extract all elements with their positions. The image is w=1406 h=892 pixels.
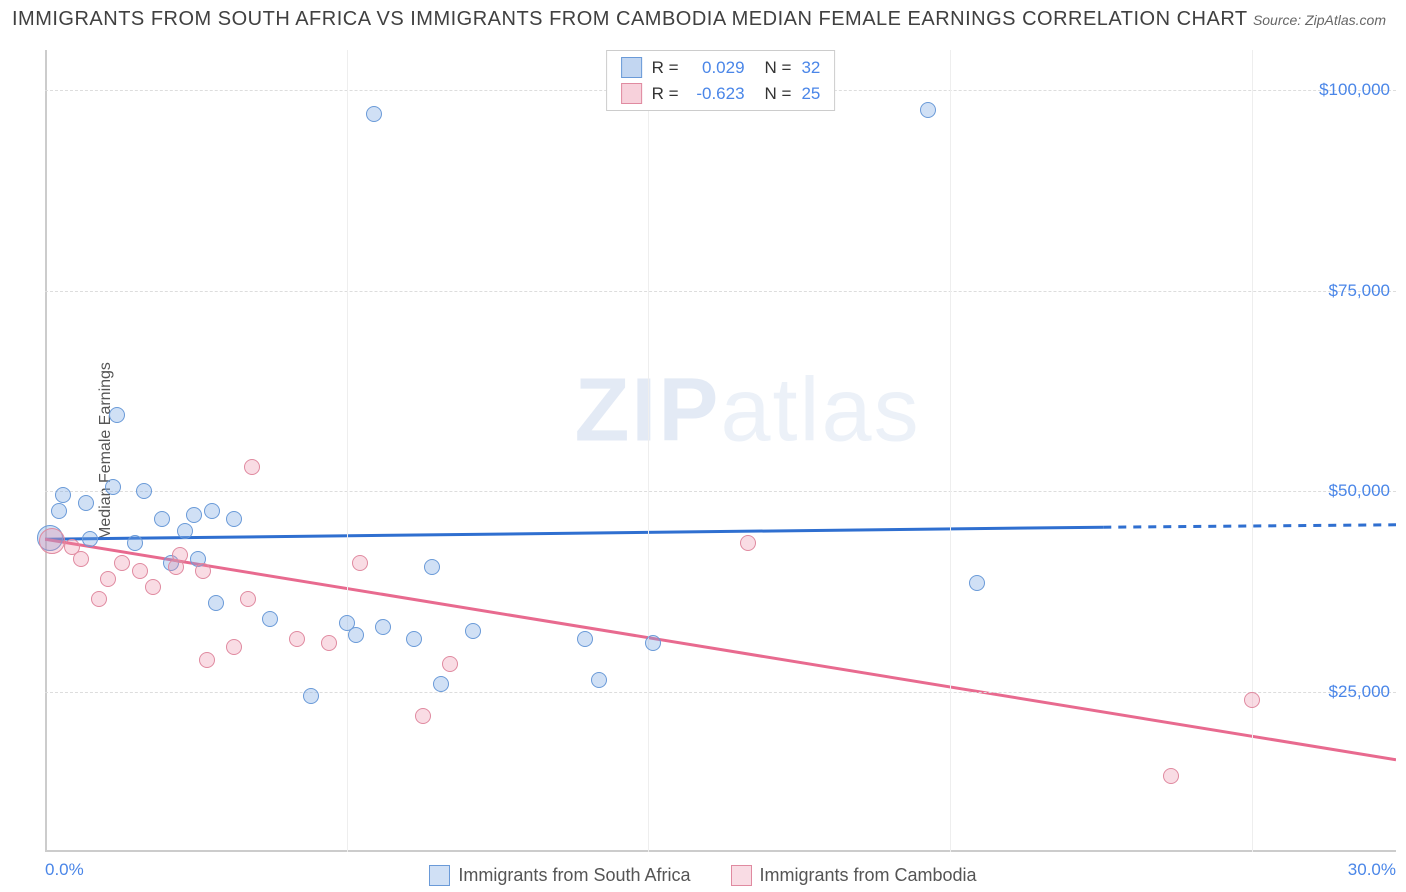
- scatter-point-sa: [920, 102, 936, 118]
- scatter-point-kh: [442, 656, 458, 672]
- y-tick-label: $50,000: [1329, 481, 1390, 501]
- y-tick-label: $25,000: [1329, 682, 1390, 702]
- n-label: N =: [765, 81, 792, 107]
- n-value: 32: [801, 55, 820, 81]
- scatter-point-kh: [226, 639, 242, 655]
- legend-label: Immigrants from Cambodia: [760, 865, 977, 886]
- watermark: ZIPatlas: [574, 359, 920, 462]
- scatter-point-kh: [1244, 692, 1260, 708]
- legend-item-kh: Immigrants from Cambodia: [731, 865, 977, 886]
- grid-line-v: [950, 50, 951, 852]
- scatter-point-kh: [240, 591, 256, 607]
- scatter-point-sa: [424, 559, 440, 575]
- scatter-point-kh: [145, 579, 161, 595]
- chart-title: IMMIGRANTS FROM SOUTH AFRICA VS IMMIGRAN…: [12, 8, 1248, 31]
- scatter-point-sa: [366, 106, 382, 122]
- y-tick-label: $75,000: [1329, 281, 1390, 301]
- r-label: R =: [652, 81, 679, 107]
- legend-swatch: [731, 865, 752, 886]
- scatter-point-sa: [577, 631, 593, 647]
- scatter-point-sa: [591, 672, 607, 688]
- grid-line-h: [45, 692, 1396, 693]
- bottom-legend: Immigrants from South Africa Immigrants f…: [0, 865, 1406, 886]
- scatter-point-kh: [244, 459, 260, 475]
- scatter-point-sa: [109, 407, 125, 423]
- scatter-point-sa: [433, 676, 449, 692]
- scatter-point-kh: [91, 591, 107, 607]
- scatter-point-sa: [177, 523, 193, 539]
- legend-swatch: [429, 865, 450, 886]
- scatter-point-sa: [154, 511, 170, 527]
- r-label: R =: [652, 55, 679, 81]
- r-value: 0.029: [689, 55, 745, 81]
- grid-line-h: [45, 491, 1396, 492]
- x-axis: [45, 850, 1396, 852]
- stats-legend-box: R = 0.029 N = 32 R = -0.623 N = 25: [606, 50, 836, 111]
- scatter-point-sa: [78, 495, 94, 511]
- scatter-point-sa: [969, 575, 985, 591]
- grid-line-v: [347, 50, 348, 852]
- scatter-point-kh: [132, 563, 148, 579]
- scatter-point-kh: [1163, 768, 1179, 784]
- scatter-point-kh: [199, 652, 215, 668]
- scatter-point-sa: [262, 611, 278, 627]
- scatter-point-sa: [645, 635, 661, 651]
- scatter-point-kh: [39, 528, 65, 554]
- scatter-point-sa: [55, 487, 71, 503]
- scatter-point-kh: [114, 555, 130, 571]
- scatter-point-sa: [82, 531, 98, 547]
- scatter-point-sa: [226, 511, 242, 527]
- scatter-point-kh: [195, 563, 211, 579]
- n-label: N =: [765, 55, 792, 81]
- stats-row: R = -0.623 N = 25: [621, 81, 821, 107]
- scatter-point-sa: [375, 619, 391, 635]
- y-tick-label: $100,000: [1319, 80, 1390, 100]
- trend-lines: [45, 50, 1396, 852]
- plot-region: ZIPatlas $25,000 $50,000 $75,000 $100,000 0.…: [45, 50, 1396, 852]
- scatter-point-kh: [73, 551, 89, 567]
- legend-swatch: [621, 57, 642, 78]
- n-value: 25: [801, 81, 820, 107]
- stats-row: R = 0.029 N = 32: [621, 55, 821, 81]
- r-value: -0.623: [689, 81, 745, 107]
- scatter-point-sa: [136, 483, 152, 499]
- scatter-point-sa: [348, 627, 364, 643]
- chart-area: Median Female Earnings ZIPatlas $25,000$…: [45, 50, 1396, 852]
- scatter-point-sa: [51, 503, 67, 519]
- scatter-point-kh: [172, 547, 188, 563]
- scatter-point-sa: [204, 503, 220, 519]
- grid-line-v: [1252, 50, 1253, 852]
- legend-item-sa: Immigrants from South Africa: [429, 865, 690, 886]
- scatter-point-kh: [100, 571, 116, 587]
- grid-line-v: [648, 50, 649, 852]
- scatter-point-kh: [321, 635, 337, 651]
- y-axis: [45, 50, 47, 852]
- legend-swatch: [621, 83, 642, 104]
- source-attribution: Source: ZipAtlas.com: [1253, 12, 1386, 28]
- scatter-point-sa: [465, 623, 481, 639]
- scatter-point-kh: [415, 708, 431, 724]
- scatter-point-sa: [208, 595, 224, 611]
- scatter-point-kh: [352, 555, 368, 571]
- grid-line-h: [45, 291, 1396, 292]
- scatter-point-sa: [186, 507, 202, 523]
- legend-label: Immigrants from South Africa: [458, 865, 690, 886]
- scatter-point-sa: [406, 631, 422, 647]
- scatter-point-sa: [303, 688, 319, 704]
- scatter-point-kh: [740, 535, 756, 551]
- scatter-point-sa: [105, 479, 121, 495]
- scatter-point-sa: [127, 535, 143, 551]
- scatter-point-kh: [289, 631, 305, 647]
